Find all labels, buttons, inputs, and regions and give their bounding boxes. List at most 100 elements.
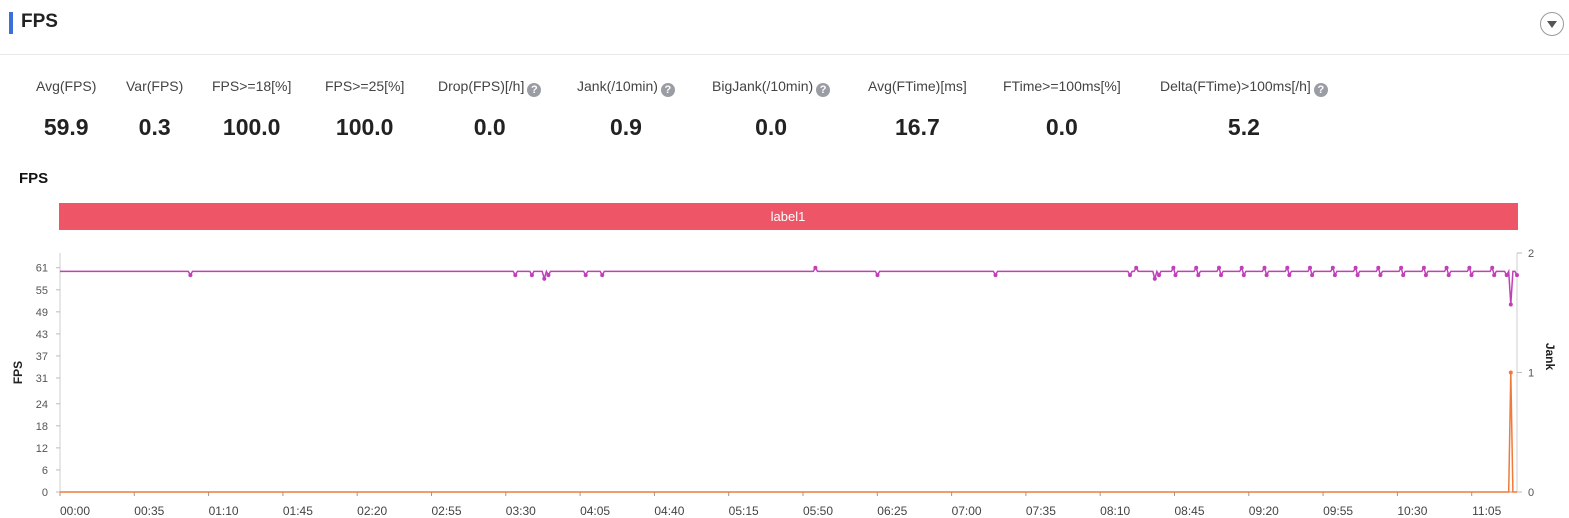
fps-point	[1285, 265, 1290, 270]
x-tick-label: 07:35	[1026, 504, 1056, 518]
chart-title: FPS	[19, 170, 49, 187]
y2-tick-label: 2	[1528, 248, 1534, 260]
x-tick-label: 06:25	[877, 504, 907, 518]
fps-point	[1467, 265, 1472, 270]
fps-point	[1196, 273, 1201, 278]
fps-point	[1423, 273, 1428, 278]
x-tick-label: 04:40	[654, 504, 684, 518]
fps-point	[1194, 265, 1199, 270]
fps-point	[1128, 273, 1132, 278]
fps-point	[1444, 265, 1449, 270]
x-tick-label: 05:50	[803, 504, 833, 518]
x-tick-label: 02:20	[357, 504, 387, 518]
fps-point	[1490, 265, 1495, 270]
y-tick-label: 37	[36, 351, 48, 363]
fps-point	[1330, 265, 1335, 270]
y-tick-label: 24	[36, 399, 48, 411]
metric-value: 16.7	[895, 114, 940, 140]
y2-tick-label: 1	[1528, 368, 1534, 380]
y-tick-label: 61	[36, 263, 48, 275]
help-icon[interactable]: ?	[660, 83, 675, 97]
fps-point	[1157, 273, 1161, 278]
fps-point	[1401, 273, 1406, 278]
metric-label: FPS>=25[%]	[325, 78, 405, 94]
metric-label: Delta(FTime)>100ms[/h]	[1160, 78, 1311, 94]
metric-delta-ftime: Delta(FTime)>100ms[/h]? 5.2	[1160, 77, 1328, 141]
x-tick-label: 00:35	[134, 504, 164, 518]
fps-point	[1241, 273, 1246, 278]
y-tick-label: 12	[36, 443, 48, 455]
fps-point	[1504, 273, 1509, 278]
fps-point	[1515, 273, 1519, 278]
fps-point	[1376, 265, 1381, 270]
jank-series-line	[60, 372, 1517, 493]
x-tick-label: 10:30	[1397, 504, 1427, 518]
metric-ftime-100ms: FTime>=100ms[%] 0.0	[1003, 77, 1121, 141]
y-tick-label: 18	[36, 421, 48, 433]
fps-point	[1308, 265, 1312, 270]
fps-point	[1219, 273, 1223, 278]
fps-point	[1508, 302, 1513, 307]
fps-point	[1355, 273, 1360, 278]
fps-point	[813, 265, 818, 270]
fps-point	[513, 273, 518, 278]
fps-point	[546, 273, 551, 278]
fps-point	[1492, 273, 1497, 278]
y-tick-label: 31	[36, 373, 48, 385]
metric-label: Drop(FPS)[/h]	[438, 78, 525, 94]
help-icon[interactable]: ?	[527, 83, 542, 97]
metric-value: 5.2	[1227, 114, 1260, 140]
metric-value: 0.9	[609, 114, 642, 140]
fps-series-line	[60, 265, 1518, 305]
fps-point	[1421, 265, 1426, 270]
y-tick-label: 0	[42, 487, 48, 499]
metric-value: 0.3	[138, 114, 171, 140]
help-icon[interactable]: ?	[816, 83, 831, 97]
metric-avg-ftime: Avg(FTime)[ms] 16.7	[868, 77, 967, 141]
fps-point	[1287, 273, 1292, 278]
x-tick-label: 05:15	[729, 504, 759, 518]
label-band-text: label1	[771, 209, 806, 224]
metric-jank: Jank(/10min)? 0.9	[577, 77, 675, 141]
metric-value: 0.0	[755, 114, 788, 140]
fps-point	[1152, 276, 1157, 281]
fps-point	[1262, 265, 1267, 270]
fps-point	[1217, 265, 1221, 270]
fps-point	[542, 276, 547, 281]
metric-value: 0.0	[473, 114, 506, 140]
fps-point	[1446, 273, 1451, 278]
y-tick-label: 6	[42, 465, 48, 477]
metric-avg-fps: Avg(FPS) 59.9	[36, 77, 96, 141]
fps-point	[1332, 273, 1337, 278]
fps-point	[1173, 273, 1178, 278]
x-tick-label: 11:05	[1472, 504, 1501, 518]
fps-point	[993, 273, 998, 278]
metric-var-fps: Var(FPS) 0.3	[126, 77, 183, 141]
fps-point	[1399, 265, 1404, 270]
fps-point	[1239, 265, 1244, 270]
fps-point	[583, 273, 588, 278]
fps-point	[188, 273, 193, 278]
fps-point	[529, 273, 534, 278]
x-tick-label: 07:00	[952, 504, 982, 518]
title-accent-bar	[9, 12, 13, 34]
metric-value: 100.0	[335, 114, 394, 140]
x-tick-label: 00:00	[60, 504, 90, 518]
metric-fps-18: FPS>=18[%] 100.0	[212, 77, 291, 141]
y-tick-label: 43	[36, 329, 48, 341]
collapse-button[interactable]	[1540, 12, 1564, 36]
y2-tick-label: 0	[1528, 487, 1534, 499]
x-tick-label: 03:30	[506, 504, 536, 518]
metric-fps-25: FPS>=25[%] 100.0	[325, 77, 404, 141]
jank-point	[1508, 370, 1513, 375]
metric-value: 100.0	[222, 114, 281, 140]
fps-point	[1469, 273, 1474, 278]
metric-label: FPS>=18[%]	[212, 78, 292, 94]
fps-point	[1310, 273, 1315, 278]
x-tick-label: 08:45	[1174, 504, 1204, 518]
metric-value: 59.9	[43, 114, 89, 140]
fps-point	[1378, 273, 1383, 278]
metric-label: Var(FPS)	[126, 78, 184, 94]
help-icon[interactable]: ?	[1313, 83, 1328, 97]
